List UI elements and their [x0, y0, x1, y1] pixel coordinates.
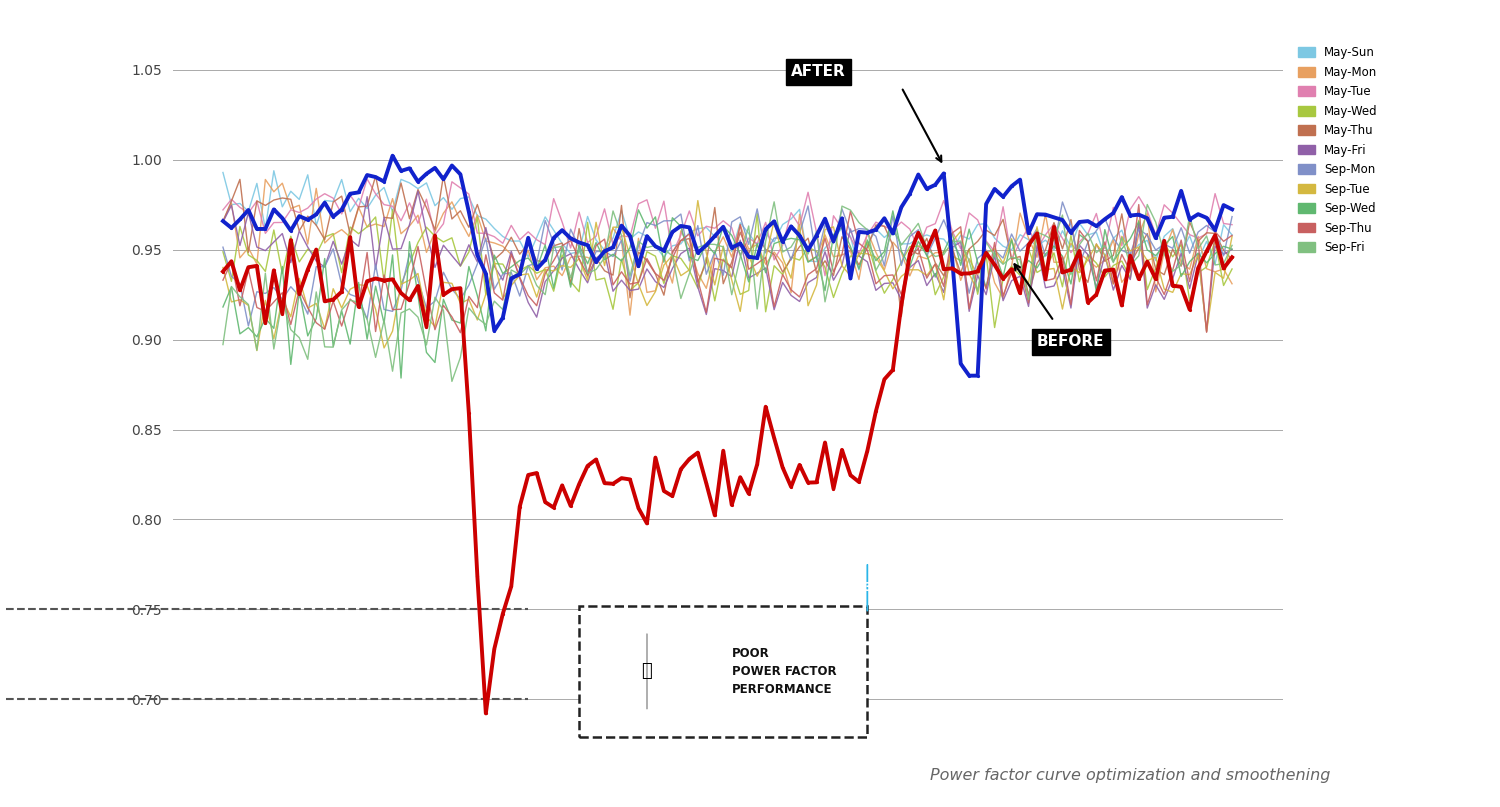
Bar — [579, 606, 867, 737]
Text: AFTER: AFTER — [790, 65, 846, 79]
Legend: May-Sun, May-Mon, May-Tue, May-Wed, May-Thu, May-Fri, Sep-Mon, Sep-Tue, Sep-Wed,: May-Sun, May-Mon, May-Tue, May-Wed, May-… — [1293, 41, 1383, 259]
Text: Power factor curve optimization and smoothening: Power factor curve optimization and smoo… — [930, 767, 1330, 783]
Text: POOR
POWER FACTOR
PERFORMANCE: POOR POWER FACTOR PERFORMANCE — [732, 647, 837, 696]
Text: 3: 3 — [862, 581, 871, 594]
Text: BEFORE: BEFORE — [1036, 334, 1104, 349]
Text: 👎: 👎 — [642, 663, 652, 680]
